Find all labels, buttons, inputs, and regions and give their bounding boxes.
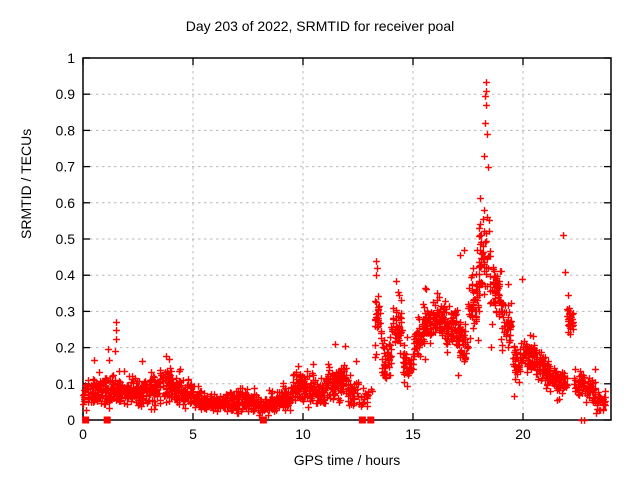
x-axis-label: GPS time / hours — [293, 452, 401, 468]
chart-title: Day 203 of 2022, SRMTID for receiver poa… — [185, 18, 455, 34]
x-tick-label: 15 — [405, 426, 421, 442]
y-tick-label: 0.9 — [56, 86, 76, 102]
y-tick-label: 0.6 — [56, 195, 76, 211]
y-tick-label: 0.7 — [56, 159, 76, 175]
y-tick-label: 1 — [67, 50, 75, 66]
x-tick-label: 0 — [79, 426, 87, 442]
y-tick-label: 0 — [67, 412, 75, 428]
y-tick-label: 0.2 — [56, 340, 76, 356]
plot-border — [82, 57, 612, 421]
y-tick-label: 0.1 — [56, 376, 76, 392]
tick-labels: 00.10.20.30.40.50.60.70.80.910 5 10 15 20 — [56, 50, 531, 442]
x-tick-label: 5 — [189, 426, 197, 442]
y-tick-label: 0.3 — [56, 303, 76, 319]
zero-value-square-markers — [82, 416, 375, 424]
x-tick-label: 10 — [295, 426, 311, 442]
data-points — [80, 79, 609, 424]
x-tick-label: 20 — [515, 426, 531, 442]
y-tick-label: 0.8 — [56, 122, 76, 138]
axis-ticks — [82, 57, 611, 421]
y-tick-label: 0.4 — [56, 267, 76, 283]
y-tick-label: 0.5 — [56, 231, 76, 247]
